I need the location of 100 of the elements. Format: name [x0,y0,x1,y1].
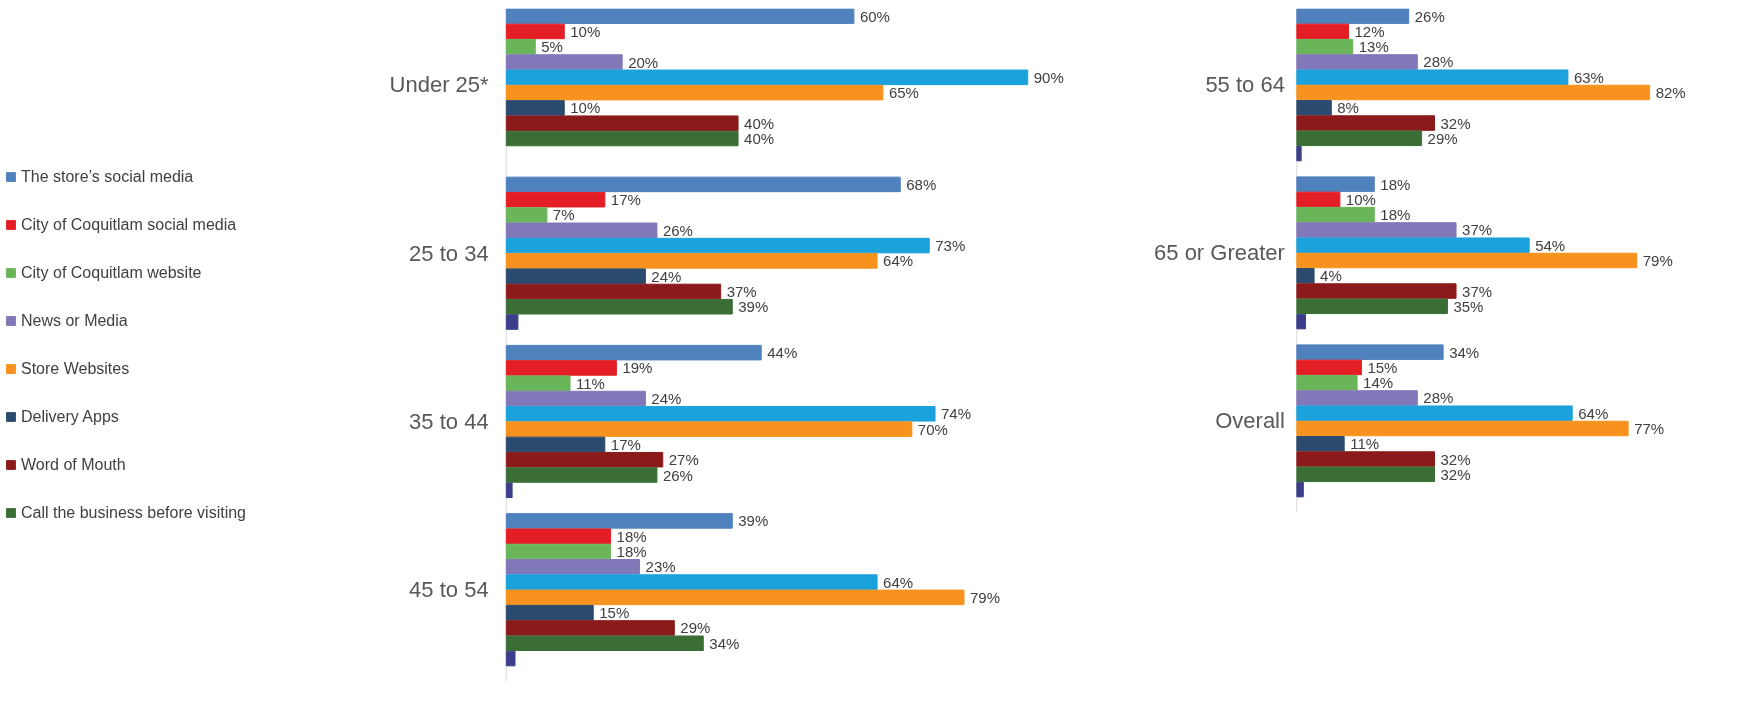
bar [1296,298,1448,315]
data-label: 35% [1453,297,1484,315]
data-label: 54% [1535,236,1566,254]
data-label: 26% [662,466,693,484]
y-tick-label: Under 25* [389,72,490,98]
data-label: 10% [570,99,601,117]
bar [505,222,658,239]
bar [505,436,606,453]
bar [505,360,617,376]
bar [1296,38,1354,55]
bar [505,314,519,330]
data-label: 39% [738,512,769,530]
data-label: 19% [622,359,653,377]
bar [505,23,565,40]
bar [1296,69,1569,85]
bar [1296,466,1436,483]
bar [505,559,641,575]
bar [505,604,594,621]
bar [505,406,936,422]
data-label: 11% [1350,435,1380,453]
bar [1296,344,1444,360]
legend-label: Store Websites [21,359,130,378]
bar [505,176,901,193]
y-tick-label: 35 to 44 [409,408,489,434]
bar [505,299,733,315]
data-label: 90% [1033,68,1064,86]
bar [505,84,884,101]
bar [505,375,571,391]
data-label: 40% [744,114,775,132]
legend-label: Delivery Apps [21,407,119,426]
legend-label: Call the business before visiting [21,503,247,522]
data-label: 60% [859,7,890,25]
bar [1296,405,1573,421]
bar [1296,252,1638,269]
data-label: 64% [883,573,914,591]
data-label: 5% [541,38,563,56]
data-label: 37% [726,282,757,300]
bar [1296,222,1457,238]
legend-label: Word of Mouth [21,455,126,474]
data-label: 44% [767,344,798,362]
data-label: 26% [662,221,693,239]
data-label: 14% [1363,374,1394,392]
y-tick-label: 45 to 54 [409,577,489,603]
data-label: 32% [1440,114,1471,132]
data-label: 29% [680,619,711,637]
bar [1296,283,1457,299]
bar [505,283,722,300]
data-label: 24% [651,390,682,408]
bar [505,69,1029,86]
bar [505,54,623,70]
bar [505,513,733,529]
data-label: 17% [610,191,641,209]
bar [1296,313,1306,330]
bar [1296,420,1629,437]
data-label: 17% [610,435,641,453]
bar [1296,130,1423,147]
data-label: 23% [645,558,676,576]
data-label: 39% [738,298,769,316]
data-label: 64% [883,252,914,270]
data-label: 65% [888,84,919,102]
bar [505,253,878,269]
bar [1296,54,1418,70]
bar [1296,100,1332,116]
data-label: 8% [1337,99,1359,117]
data-label: 34% [1449,343,1480,361]
bar [1296,268,1315,284]
data-label: 15% [599,604,630,622]
bar [1296,436,1345,452]
bar [505,543,612,560]
data-label: 27% [668,451,699,469]
data-label: 37% [1462,221,1493,239]
data-label: 73% [935,237,966,255]
bar [505,344,762,361]
data-label: 70% [917,420,948,438]
bar [1296,191,1341,208]
bar [1296,390,1418,406]
legend-label: City of Coquitlam social media [21,215,237,234]
data-label: 68% [906,175,937,193]
bar [505,451,664,468]
data-label: 18% [616,542,647,560]
data-label: 32% [1440,465,1471,483]
bar [1296,374,1358,391]
bar [505,100,565,116]
bar [505,191,606,208]
y-tick-label: 55 to 64 [1205,72,1285,98]
bar [505,467,658,483]
data-label: 13% [1358,38,1389,56]
data-label: 82% [1655,84,1686,101]
bar [1296,206,1375,223]
y-tick-label: 25 to 34 [409,240,489,266]
data-label: 34% [709,634,740,652]
bar [505,650,516,667]
bar [1296,481,1304,498]
bar [505,528,612,544]
y-tick-label: Overall [1215,408,1285,434]
bar [1296,451,1436,467]
bar [1296,84,1651,101]
data-label: 79% [969,588,1001,606]
data-label: 11% [576,374,605,392]
data-label: 74% [941,405,972,423]
